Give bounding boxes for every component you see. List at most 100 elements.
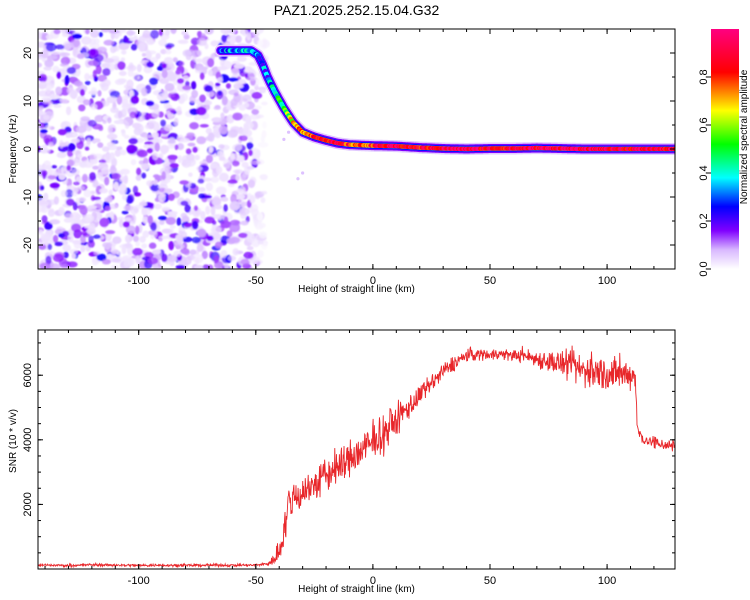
heatmap-noise-cell xyxy=(243,102,250,108)
heatmap-noise-cell xyxy=(215,166,223,175)
heatmap-noise-cell xyxy=(211,196,222,206)
heatmap-noise-cell xyxy=(218,172,229,182)
heatmap-noise-cell xyxy=(231,160,240,167)
heatmap-noise-cell xyxy=(164,43,175,48)
heatmap-noise-cell xyxy=(178,61,185,67)
heatmap-ridge-halo xyxy=(214,44,675,155)
heatmap-noise-cell xyxy=(258,222,266,228)
heatmap-noise-cell xyxy=(158,39,167,47)
heatmap-noise-cell xyxy=(61,33,71,37)
heatmap-noise-cell xyxy=(75,125,87,134)
heatmap-noise-cell xyxy=(158,215,167,221)
heatmap-noise-cell xyxy=(184,204,191,213)
heatmap-noise-cell xyxy=(110,264,119,269)
heatmap-noise-cell xyxy=(49,169,58,176)
snr-x-axis-label: Height of straight line (km) xyxy=(298,584,415,595)
heatmap-noise-cell xyxy=(73,181,80,186)
heatmap-noise-cell xyxy=(248,149,254,157)
heatmap-noise-cell xyxy=(240,258,250,266)
heatmap-noise-cell xyxy=(49,219,61,225)
heatmap-noise-cell xyxy=(63,43,75,51)
heatmap-noise-cell xyxy=(251,108,260,115)
heatmap-noise-cell xyxy=(260,190,268,195)
heatmap-noise-cell xyxy=(215,82,221,87)
heatmap-noise-cell xyxy=(200,210,206,220)
colorbar-tick-label: 0.8 xyxy=(698,69,710,84)
heatmap-noise-cell xyxy=(215,186,227,195)
heatmap-noise-cell xyxy=(69,218,80,224)
heatmap-noise-cell xyxy=(88,90,99,95)
heatmap-noise-cell xyxy=(197,38,207,46)
heatmap-noise-cell xyxy=(69,249,79,255)
heatmap-noise-cell xyxy=(135,241,140,247)
heatmap-noise-cell xyxy=(246,32,252,41)
heatmap-noise-cell xyxy=(296,177,300,181)
heatmap-noise-cell xyxy=(68,57,77,64)
heatmap-noise-cell xyxy=(246,233,255,243)
heatmap-noise-cell xyxy=(162,63,167,69)
heatmap-noise-cell xyxy=(107,117,112,124)
heatmap-noise-cell xyxy=(59,142,68,147)
heatmap-noise-cell xyxy=(102,242,113,249)
heatmap-noise-cell xyxy=(121,246,127,255)
heatmap-noise-cell xyxy=(38,200,49,205)
heatmap-noise-cell xyxy=(135,175,142,181)
heatmap-noise-cell xyxy=(252,259,263,265)
heatmap-noise-cell xyxy=(114,149,121,157)
heatmap-noise-cell xyxy=(96,253,107,262)
heatmap-noise-cell xyxy=(121,194,128,201)
heatmap-noise-cell xyxy=(73,239,82,249)
heatmap-noise-cell xyxy=(201,250,208,260)
heatmap-noise-cell xyxy=(169,228,174,234)
heatmap-noise-cell xyxy=(70,138,80,143)
snr-x-ticks: -100 -50 0 50 100 xyxy=(44,330,655,587)
heatmap-noise-cell xyxy=(119,168,130,175)
heatmap-noise-cell xyxy=(126,64,137,72)
heatmap-noise-cell xyxy=(117,78,127,84)
heatmap-noise-cell xyxy=(183,250,190,256)
heatmap-noise-cell xyxy=(126,195,133,204)
heatmap-noise-cell xyxy=(64,213,74,219)
heatmap-noise-cell xyxy=(143,65,153,74)
heatmap-noise-cell xyxy=(196,106,207,116)
heatmap-noise-cell xyxy=(262,121,267,129)
heatmap-noise-cell xyxy=(165,111,172,116)
heatmap-noise-cell xyxy=(40,49,49,59)
heatmap-noise-cell xyxy=(161,69,168,79)
heatmap-noise-cell xyxy=(236,194,246,200)
heatmap-noise-cell xyxy=(103,153,113,162)
heatmap-noise-cell xyxy=(101,146,110,152)
heatmap-noise-cell xyxy=(134,204,144,209)
heatmap-noise-cell xyxy=(99,188,108,194)
heatmap-noise-cell xyxy=(208,146,214,153)
heatmap-noise-cell xyxy=(203,177,212,182)
heatmap-noise-cell xyxy=(145,100,155,107)
heatmap-noise-cell xyxy=(129,36,137,42)
heatmap-noise-cell xyxy=(82,173,88,183)
heatmap-noise-cell xyxy=(176,78,185,84)
heatmap-noise-cell xyxy=(237,79,247,85)
heatmap-noise-cell xyxy=(256,29,264,34)
heatmap-noise-cell xyxy=(132,185,139,195)
heatmap-noise-cell xyxy=(261,101,268,106)
heatmap-ridge-halo xyxy=(218,48,675,152)
heatmap-noise-cell xyxy=(199,123,209,128)
heatmap-noise-cell xyxy=(117,61,126,70)
heatmap-noise-cell xyxy=(136,63,142,73)
heatmap-noise-cell xyxy=(182,49,192,57)
heatmap-noise-cell xyxy=(246,166,255,170)
heatmap-noise-cell xyxy=(103,39,115,46)
heatmap-noise-cell xyxy=(197,30,202,38)
heatmap-noise-cell xyxy=(236,83,241,89)
heatmap-noise-cell xyxy=(259,88,266,94)
heatmap-noise-cell xyxy=(146,51,152,60)
heatmap-noise-cell xyxy=(78,104,86,112)
heatmap-noise-cell xyxy=(167,154,178,160)
heatmap-noise-cell xyxy=(242,97,248,103)
colorbar-ticks: 0.0 0.2 0.4 0.6 0.8 xyxy=(698,69,711,277)
heatmap-noise-cell xyxy=(101,258,111,265)
heatmap-noise-cell xyxy=(120,57,126,62)
heatmap-noise-cell xyxy=(90,103,98,110)
heatmap-noise-cell xyxy=(100,29,111,33)
